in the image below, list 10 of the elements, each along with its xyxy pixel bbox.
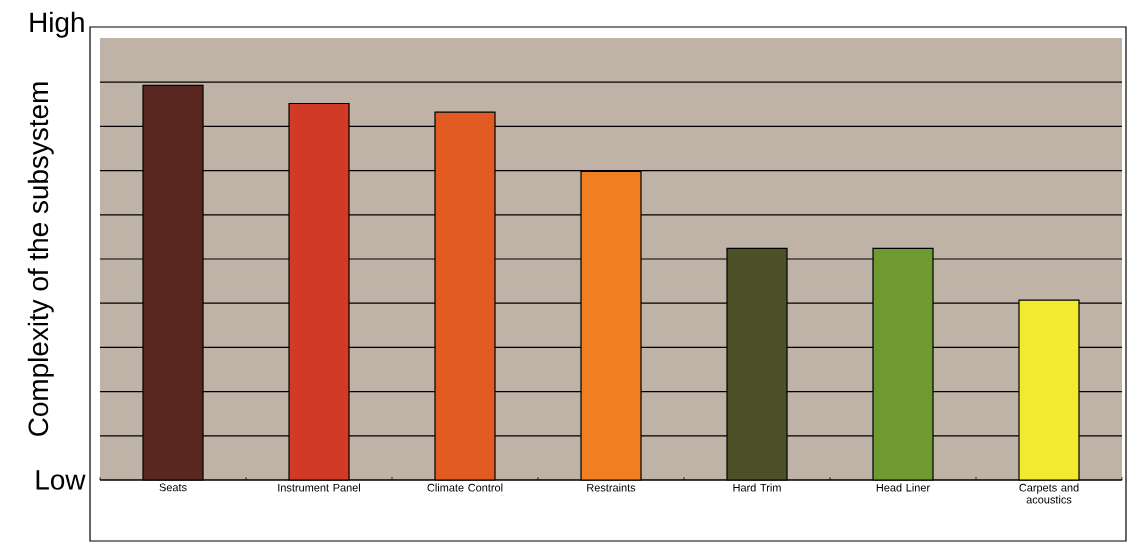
- x-tick-label: Hard Trim: [733, 483, 781, 492]
- x-tick-label: Instrument Panel: [278, 483, 360, 492]
- x-tick-label: Carpets and acoustics: [1019, 483, 1079, 504]
- text: High: [30, 11, 84, 38]
- x-tick-label: Climate Control: [427, 483, 503, 492]
- text: Low: [36, 470, 86, 490]
- x-tick-label: Seats: [159, 483, 187, 492]
- y-axis-title: Complexity of the subsystem: [27, 82, 54, 436]
- x-tick-label: Restraints: [587, 483, 636, 492]
- x-tick-label: Head Liner: [876, 483, 930, 492]
